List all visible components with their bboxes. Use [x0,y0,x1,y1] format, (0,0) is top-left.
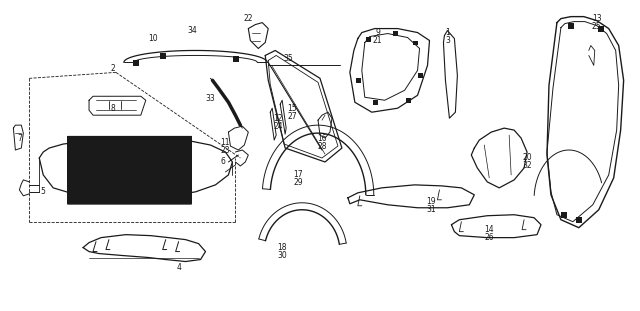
Text: 12: 12 [273,114,283,123]
Text: 28: 28 [317,142,327,151]
Text: 20: 20 [522,154,532,162]
Text: 17: 17 [293,170,303,179]
Text: 18: 18 [277,243,287,252]
Text: 23: 23 [221,146,230,155]
Text: 33: 33 [205,94,216,103]
Text: 5: 5 [41,187,45,196]
Text: 21: 21 [373,36,383,45]
Text: 35: 35 [284,54,293,63]
Text: 25: 25 [592,22,602,31]
Text: 19: 19 [427,197,436,206]
Text: 11: 11 [221,137,230,146]
Text: 16: 16 [317,134,327,142]
Text: 29: 29 [293,179,303,187]
Text: 2: 2 [111,64,115,73]
Text: 6: 6 [220,157,225,166]
Text: 4: 4 [176,263,181,272]
Text: 3: 3 [445,36,450,45]
Text: 15: 15 [287,104,297,113]
Text: 9: 9 [375,28,380,37]
Text: 24: 24 [273,122,283,131]
Text: 22: 22 [244,14,253,23]
Text: 8: 8 [111,104,115,113]
Text: 34: 34 [188,26,198,35]
Text: 31: 31 [427,205,436,214]
Text: 26: 26 [484,233,494,242]
Text: 7: 7 [17,134,22,142]
Text: 14: 14 [484,225,494,234]
Text: 1: 1 [445,28,450,37]
Text: 27: 27 [287,112,297,121]
Text: 30: 30 [277,251,287,260]
Text: 13: 13 [592,14,602,23]
Text: 32: 32 [522,161,532,170]
Text: 10: 10 [148,34,157,43]
